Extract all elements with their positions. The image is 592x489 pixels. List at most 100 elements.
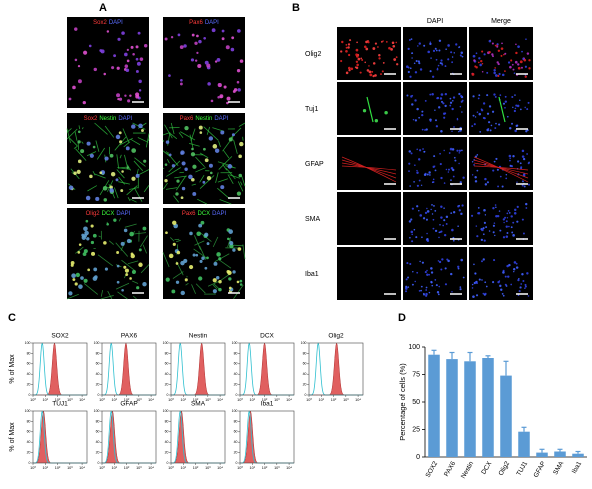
cell — [434, 229, 438, 233]
cell — [451, 61, 454, 64]
panel-label: A — [99, 2, 107, 14]
cell — [104, 156, 109, 161]
cell — [461, 111, 463, 113]
cell — [357, 57, 361, 61]
cell — [378, 57, 381, 60]
x-tick-label: 10⁰ — [99, 466, 105, 470]
stain-label: Sox2 DAPI — [93, 20, 123, 26]
cell — [368, 70, 372, 74]
cell — [413, 181, 415, 183]
cell — [354, 66, 357, 69]
fiber — [214, 253, 230, 263]
cell — [505, 220, 508, 223]
cell — [458, 204, 461, 207]
cell — [506, 217, 509, 219]
cell — [504, 100, 508, 103]
cell — [503, 221, 505, 224]
cell — [113, 218, 117, 222]
cell — [365, 47, 369, 51]
micrograph — [469, 137, 533, 190]
cell — [110, 172, 116, 177]
cell — [450, 167, 454, 170]
image-bg — [403, 192, 467, 245]
cell — [221, 37, 225, 41]
x-tick-label: PAX6 — [443, 460, 457, 478]
y-tick-label: 80 — [234, 351, 238, 355]
fiber — [218, 259, 232, 269]
cell — [485, 285, 488, 288]
cell — [461, 149, 463, 152]
cell — [204, 266, 208, 270]
cell — [442, 102, 445, 105]
cell — [443, 207, 445, 209]
cell — [513, 72, 516, 74]
cell — [227, 270, 232, 276]
cell — [198, 125, 203, 130]
cell — [78, 284, 83, 289]
cell — [220, 185, 225, 190]
x-tick-label: 10³ — [274, 398, 280, 402]
cell — [456, 118, 459, 121]
fiber — [81, 141, 84, 144]
fiber — [217, 187, 230, 200]
cell — [83, 226, 88, 232]
cell — [414, 280, 416, 283]
cell — [472, 54, 476, 58]
cell — [508, 212, 511, 214]
cell — [126, 238, 132, 244]
cell — [418, 116, 421, 119]
cell — [355, 48, 359, 52]
y-tick-label: 40 — [96, 440, 100, 444]
cell — [516, 181, 518, 183]
cell — [500, 54, 503, 57]
image-bg — [403, 247, 467, 300]
cell — [514, 107, 517, 110]
x-tick-label: 10⁰ — [237, 466, 243, 470]
cell — [104, 267, 108, 271]
cell — [77, 79, 82, 84]
cell — [180, 196, 184, 200]
cell — [492, 169, 495, 172]
cell — [482, 227, 485, 230]
cell — [453, 156, 456, 159]
y-tick-label: 100 — [408, 344, 420, 351]
cell — [189, 265, 194, 270]
fiber — [169, 133, 178, 140]
y-tick-label: 0 — [98, 393, 100, 397]
cell — [73, 171, 77, 176]
fiber — [92, 171, 96, 176]
fiber — [217, 178, 229, 183]
x-tick-label: GFAP — [532, 460, 547, 479]
micrograph — [469, 27, 533, 80]
cell — [519, 108, 522, 111]
cell — [138, 262, 143, 267]
cell — [511, 95, 514, 99]
x-tick-label: 10⁴ — [286, 466, 292, 470]
cell — [492, 231, 495, 234]
cell — [528, 183, 531, 186]
fiber — [139, 235, 148, 248]
image-bg — [469, 192, 533, 245]
cell — [237, 29, 241, 33]
cell — [487, 127, 490, 130]
y-tick-label: 100 — [301, 341, 307, 345]
cell — [447, 58, 450, 61]
cell — [231, 133, 235, 137]
cell — [429, 70, 432, 73]
cell — [77, 65, 81, 68]
cell — [528, 161, 530, 164]
cell — [417, 60, 420, 63]
cell — [93, 267, 98, 272]
cell — [125, 146, 130, 151]
micrograph — [162, 113, 246, 205]
cell — [450, 272, 453, 276]
plot-frame — [32, 342, 88, 396]
cell — [75, 272, 80, 278]
cell — [195, 253, 199, 257]
cell — [125, 273, 129, 277]
cell — [481, 279, 483, 281]
y-tick-label: 0 — [98, 461, 100, 465]
cell — [208, 136, 214, 141]
x-tick-label: 10⁴ — [148, 466, 154, 470]
cell — [416, 107, 419, 111]
